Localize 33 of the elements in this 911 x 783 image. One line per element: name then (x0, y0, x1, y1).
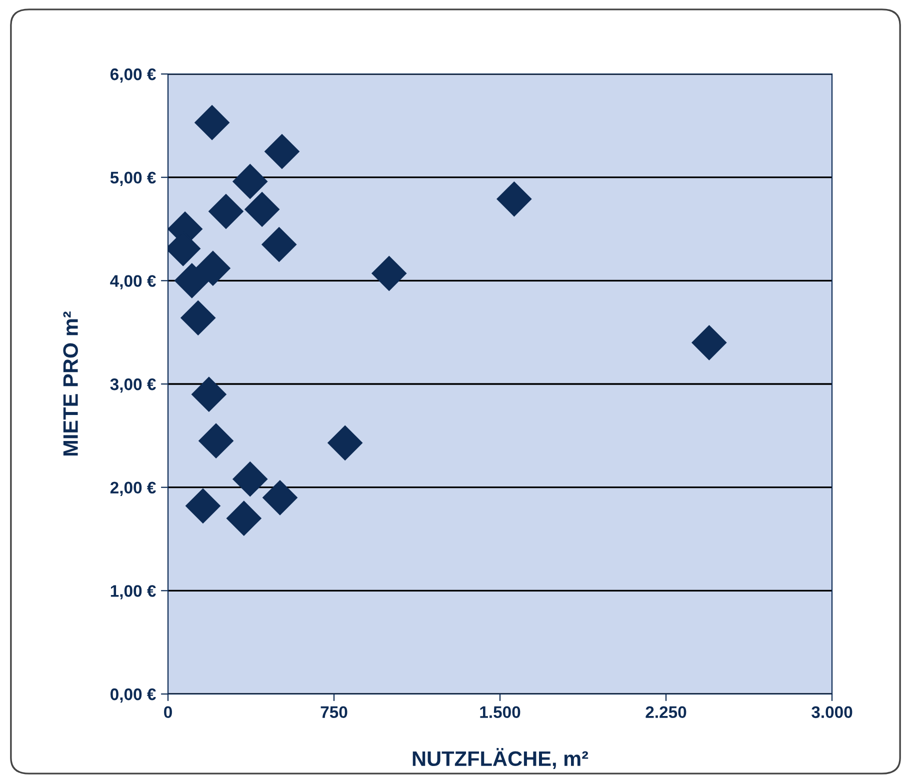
point (244, 192, 280, 227)
point (232, 164, 268, 199)
point (496, 182, 532, 216)
point (264, 134, 300, 169)
y-tick-label: 3,00 € (110, 378, 156, 393)
point (328, 426, 362, 460)
y-tick-label: 2,00 € (110, 482, 156, 496)
point (196, 250, 230, 286)
x-axis-title: NUTZFLÄCHE, m² (412, 748, 588, 770)
point (208, 194, 244, 229)
point (372, 256, 407, 291)
y-axis-title: MIETE PRO m² (63, 312, 78, 456)
x-tick-label: 2.250 (646, 706, 686, 718)
point (180, 300, 216, 336)
point (192, 376, 226, 412)
y-tick-label: 6,00 € (110, 68, 156, 83)
y-tick-label: 5,00 € (110, 172, 156, 186)
x-tick-label: 1.500 (480, 706, 520, 718)
point (174, 263, 210, 298)
x-tick-label: 3.000 (812, 706, 852, 718)
point (262, 480, 298, 516)
point (186, 488, 220, 524)
point (262, 227, 296, 262)
x-tick-label: 0 (164, 706, 172, 718)
y-tick-label: 1,00 € (110, 585, 156, 600)
point (198, 423, 234, 458)
point (226, 500, 262, 536)
y-tick-label: 0,00 € (110, 688, 156, 703)
y-tick-label: 4,00 € (110, 275, 156, 290)
point (194, 105, 230, 140)
point (232, 462, 268, 496)
x-tick-label: 750 (320, 706, 348, 718)
point (692, 325, 727, 360)
